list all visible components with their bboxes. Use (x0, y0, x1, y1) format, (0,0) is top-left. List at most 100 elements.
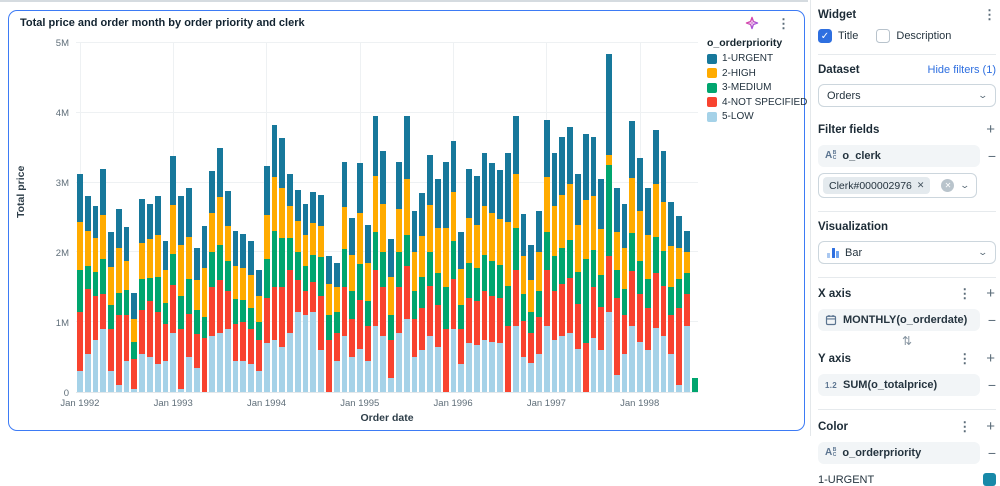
bar-segment[interactable] (373, 116, 379, 175)
color-menu-kebab-icon[interactable]: ⋮ (958, 420, 971, 433)
bar-segment[interactable] (287, 238, 293, 269)
bar-segment[interactable] (279, 347, 285, 392)
bar-segment[interactable] (567, 240, 573, 278)
bar-segment[interactable] (559, 336, 565, 392)
bar-segment[interactable] (326, 315, 332, 339)
bar-segment[interactable] (419, 350, 425, 392)
bar-segment[interactable] (606, 312, 612, 392)
bar-segment[interactable] (342, 287, 348, 336)
bar-segment[interactable] (489, 163, 495, 213)
bar-segment[interactable] (279, 188, 285, 238)
bar-segment[interactable] (287, 174, 293, 205)
bar-segment[interactable] (186, 279, 192, 314)
bar-segment[interactable] (100, 329, 106, 392)
bar-segment[interactable] (388, 315, 394, 339)
bar-segment[interactable] (637, 211, 643, 261)
bar-segment[interactable] (474, 345, 480, 392)
hide-filters-link[interactable]: Hide filters (1) (928, 64, 996, 76)
bar-segment[interactable] (100, 259, 106, 294)
bar-segment[interactable] (559, 284, 565, 336)
bar-segment[interactable] (427, 155, 433, 205)
bar-segment[interactable] (552, 340, 558, 392)
bar-segment[interactable] (653, 328, 659, 392)
bar-segment[interactable] (614, 375, 620, 392)
bar-segment[interactable] (124, 361, 130, 392)
bar-segment[interactable] (668, 287, 674, 315)
bar-segment[interactable] (310, 282, 316, 311)
remove-x-axis-button[interactable]: − (988, 312, 996, 328)
clear-filter-icon[interactable]: ✕ (941, 179, 954, 192)
bar-segment[interactable] (513, 116, 519, 173)
bar-segment[interactable] (497, 298, 503, 343)
bar-segment[interactable] (684, 294, 690, 325)
bar-segment[interactable] (497, 265, 503, 299)
bar-segment[interactable] (326, 284, 332, 315)
bar-segment[interactable] (536, 317, 542, 353)
bar-segment[interactable] (653, 184, 659, 237)
bar-segment[interactable] (217, 148, 223, 197)
bar-segment[interactable] (521, 214, 527, 256)
bar-segment[interactable] (606, 165, 612, 256)
add-color-button[interactable]: + (985, 419, 996, 434)
bar-segment[interactable] (194, 310, 200, 334)
bar-segment[interactable] (544, 232, 550, 270)
bar-segment[interactable] (591, 137, 597, 196)
bar-segment[interactable] (279, 238, 285, 287)
bar-segment[interactable] (489, 296, 495, 342)
bar-segment[interactable] (85, 196, 91, 231)
bar-segment[interactable] (404, 235, 410, 266)
bar-segment[interactable] (482, 291, 488, 340)
bar-segment[interactable] (380, 204, 386, 253)
bar-segment[interactable] (427, 252, 433, 286)
bar-segment[interactable] (645, 188, 651, 235)
bar-segment[interactable] (466, 263, 472, 298)
bar-segment[interactable] (598, 229, 604, 275)
bar-segment[interactable] (373, 232, 379, 270)
swap-axes-icon[interactable]: ⇅ (902, 334, 912, 348)
bar-segment[interactable] (388, 277, 394, 315)
bar-segment[interactable] (295, 221, 301, 252)
bar-segment[interactable] (108, 267, 114, 305)
bar-segment[interactable] (170, 333, 176, 392)
bar-segment[interactable] (124, 315, 130, 361)
bar-segment[interactable] (287, 333, 293, 392)
bar-segment[interactable] (139, 310, 145, 353)
bar-segment[interactable] (591, 250, 597, 286)
bar-segment[interactable] (318, 350, 324, 392)
bar-segment[interactable] (318, 296, 324, 350)
bar-segment[interactable] (567, 127, 573, 184)
add-y-axis-button[interactable]: + (985, 351, 996, 366)
bar-segment[interactable] (295, 190, 301, 221)
bar-segment[interactable] (412, 211, 418, 253)
bar-segment[interactable] (435, 228, 441, 273)
bar-segment[interactable] (451, 141, 457, 192)
bar-segment[interactable] (295, 312, 301, 392)
bar-segment[interactable] (170, 285, 176, 332)
bar-segment[interactable] (365, 361, 371, 392)
bar-segment[interactable] (303, 291, 309, 315)
bar-segment[interactable] (388, 239, 394, 277)
bar-segment[interactable] (591, 196, 597, 250)
bar-segment[interactable] (380, 252, 386, 287)
bar-segment[interactable] (435, 347, 441, 392)
y-axis-field-pill[interactable]: 1.2 SUM(o_totalprice) (818, 374, 980, 396)
bar-segment[interactable] (131, 319, 137, 341)
bar-segment[interactable] (559, 137, 565, 194)
bar-segment[interactable] (544, 270, 550, 326)
bar-segment[interactable] (668, 202, 674, 246)
bar-segment[interactable] (202, 338, 208, 392)
bar-segment[interactable] (225, 191, 231, 226)
ai-sparkle-icon[interactable] (745, 16, 759, 30)
bar-segment[interactable] (692, 378, 698, 392)
remove-color-button[interactable]: − (988, 445, 996, 461)
bar-segment[interactable] (629, 178, 635, 232)
bar-segment[interactable] (217, 245, 223, 280)
bar-segment[interactable] (194, 368, 200, 392)
bar-segment[interactable] (396, 252, 402, 287)
bar-segment[interactable] (256, 322, 262, 339)
bar-segment[interactable] (217, 333, 223, 392)
bar-segment[interactable] (264, 343, 270, 392)
bar-segment[interactable] (575, 174, 581, 224)
bar-segment[interactable] (310, 192, 316, 223)
legend-item[interactable]: 4-NOT SPECIFIED (707, 97, 803, 108)
